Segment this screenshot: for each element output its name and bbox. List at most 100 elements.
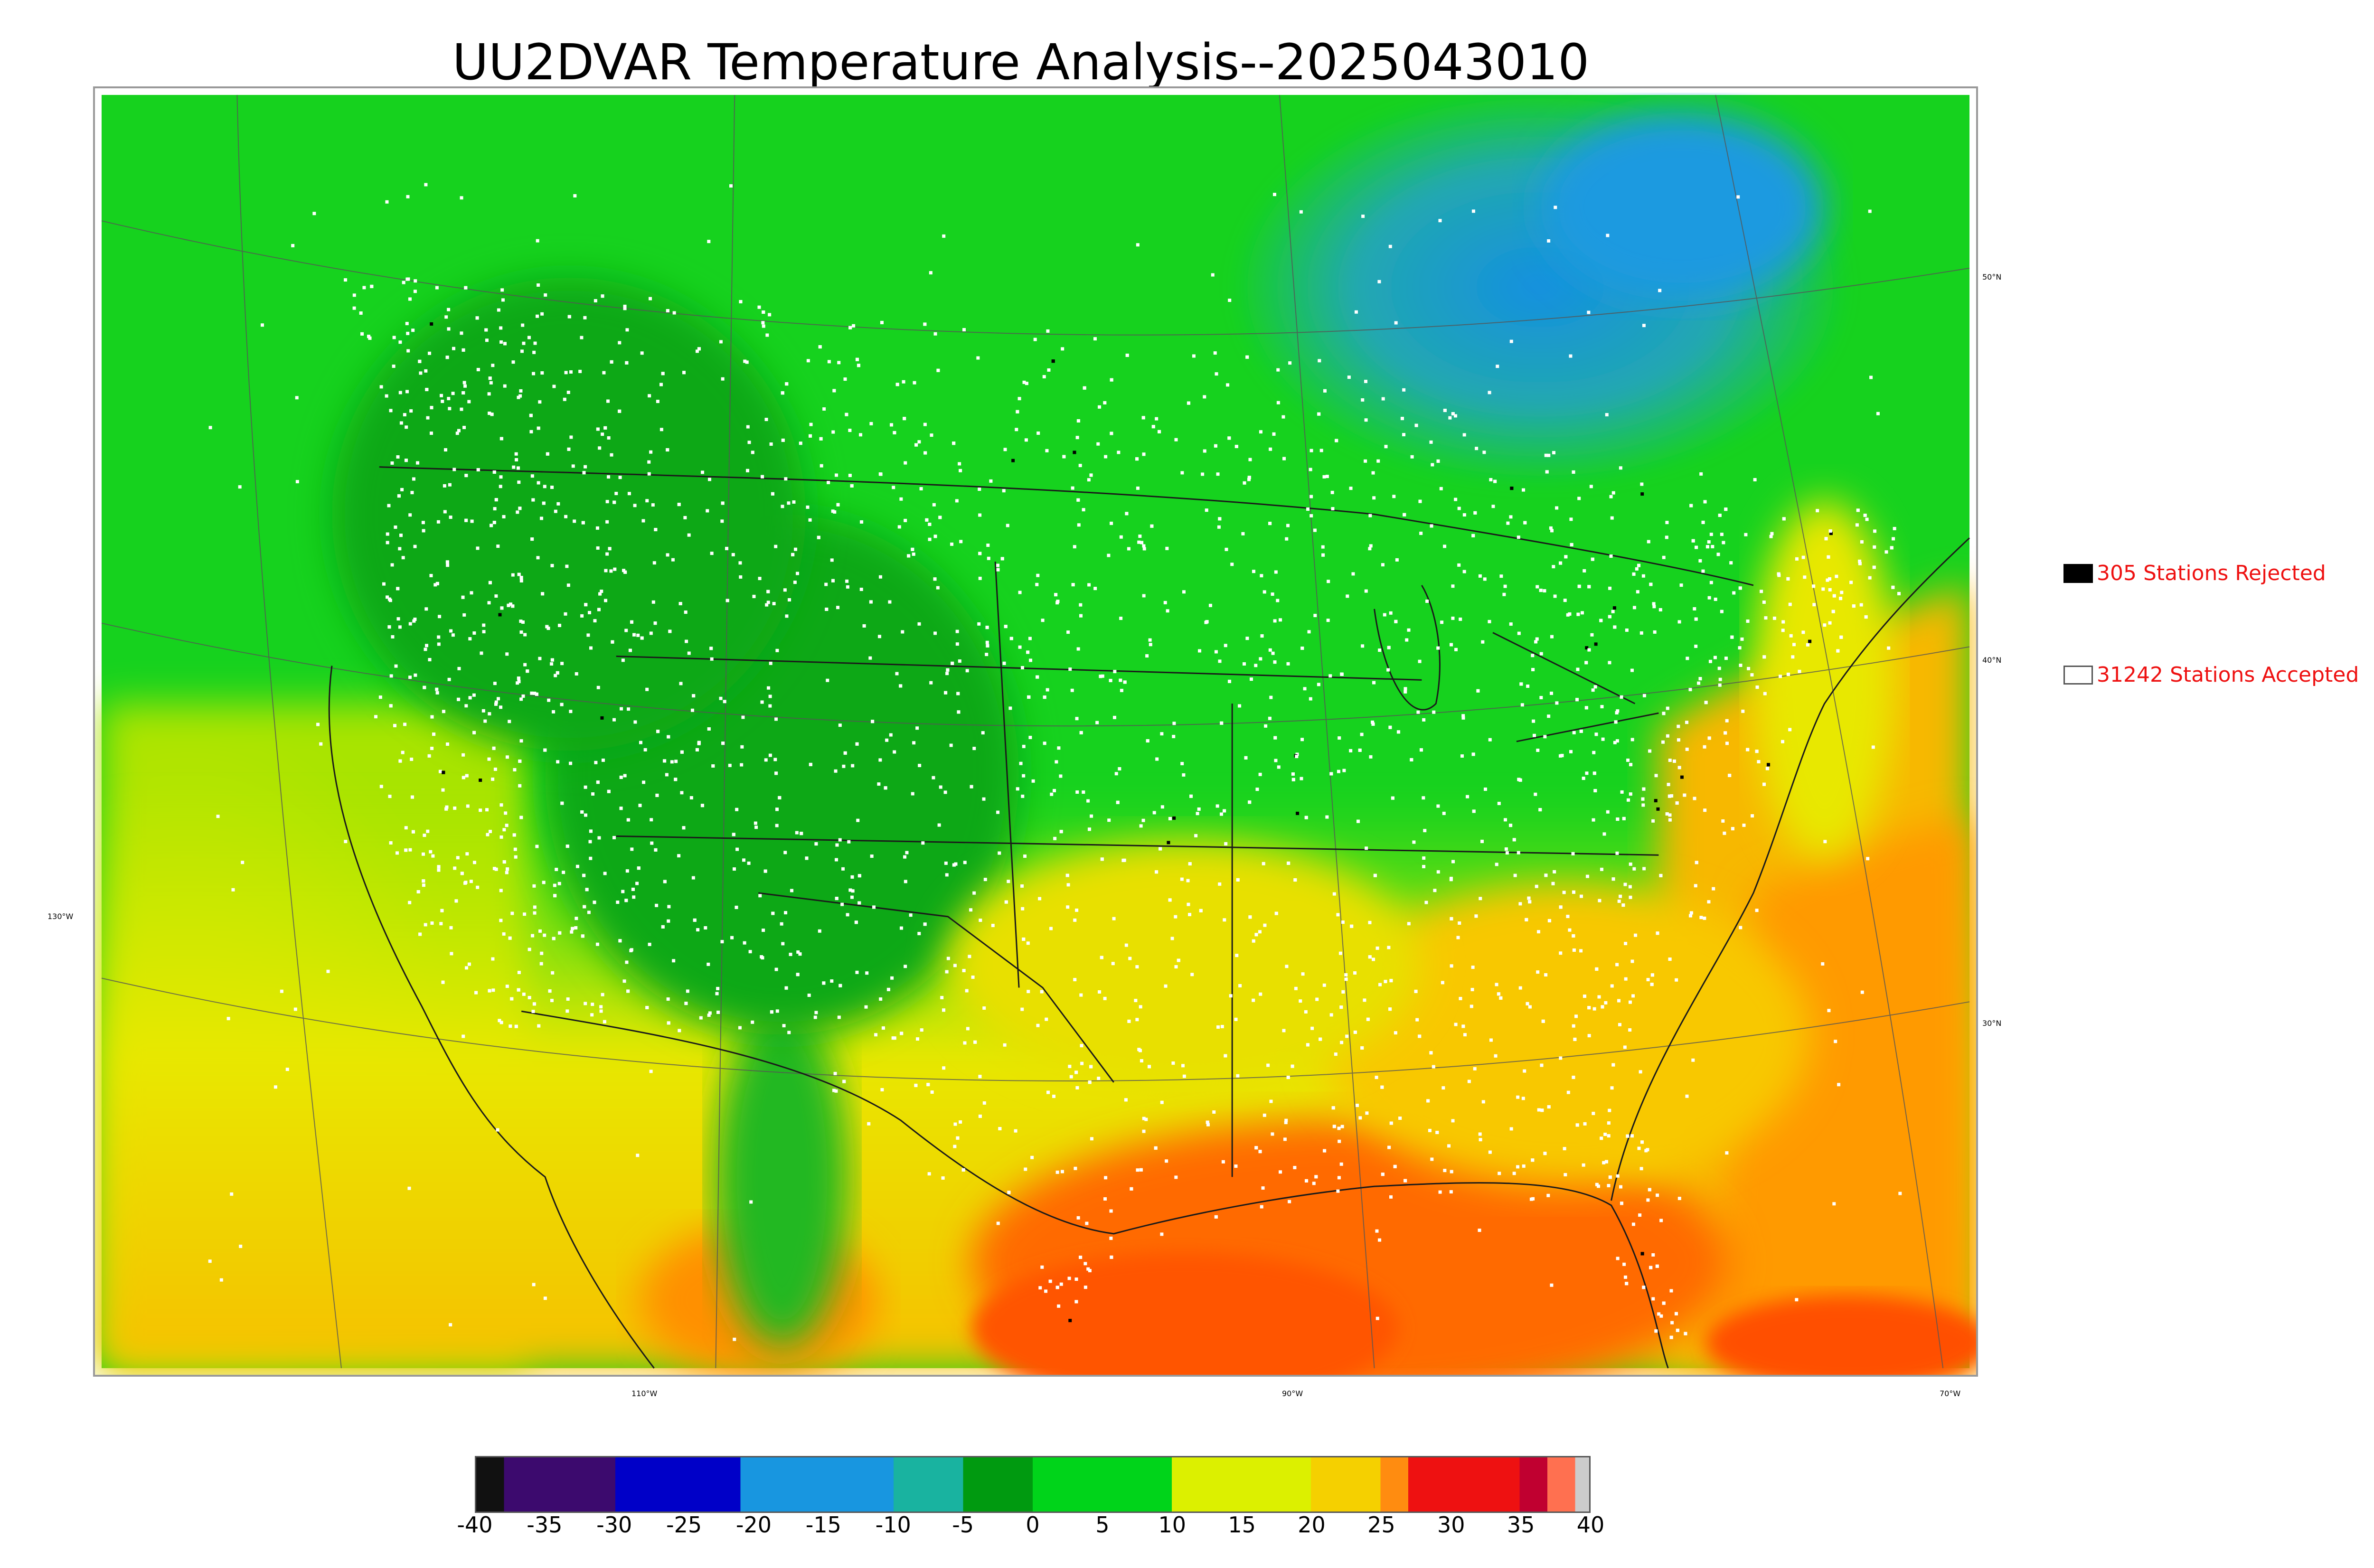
station-dot bbox=[560, 703, 564, 706]
station-dot bbox=[1612, 606, 1616, 610]
station-dot bbox=[1481, 640, 1485, 644]
station-dot bbox=[1535, 637, 1539, 641]
station-dot bbox=[552, 937, 556, 940]
station-dot bbox=[1724, 731, 1727, 735]
station-dot bbox=[1583, 569, 1586, 573]
station-dot bbox=[1024, 1167, 1027, 1171]
station-dot bbox=[584, 785, 587, 789]
station-dot bbox=[1547, 453, 1551, 457]
station-dot bbox=[687, 651, 691, 655]
station-dot bbox=[404, 848, 408, 852]
station-dot bbox=[1310, 1026, 1314, 1030]
station-dot bbox=[1665, 812, 1669, 816]
station-dot bbox=[1273, 736, 1277, 740]
station-dot bbox=[1186, 879, 1190, 883]
station-dot bbox=[510, 911, 514, 915]
station-dot bbox=[536, 556, 540, 560]
station-dot bbox=[865, 971, 869, 975]
station-dot bbox=[1052, 1094, 1056, 1098]
station-dot bbox=[594, 761, 598, 764]
station-dot bbox=[602, 371, 606, 375]
station-dot bbox=[1647, 540, 1650, 544]
station-dot bbox=[1769, 535, 1773, 538]
station-dot bbox=[1674, 1312, 1678, 1315]
station-dot bbox=[982, 1006, 986, 1010]
station-dot bbox=[499, 485, 502, 488]
station-dot bbox=[1070, 688, 1074, 692]
station-dot bbox=[1536, 585, 1539, 589]
station-dot bbox=[621, 658, 625, 662]
station-dot bbox=[1832, 594, 1836, 598]
station-dot bbox=[977, 622, 981, 626]
station-dot bbox=[1388, 244, 1392, 248]
station-dot bbox=[1628, 1000, 1632, 1004]
station-dot bbox=[494, 867, 498, 871]
station-dot bbox=[1262, 1113, 1266, 1117]
station-dot bbox=[1600, 867, 1603, 871]
station-dot bbox=[511, 573, 515, 577]
station-dot bbox=[933, 332, 937, 336]
station-dot bbox=[1361, 215, 1365, 218]
station-dot bbox=[1087, 827, 1091, 831]
station-dot bbox=[1509, 622, 1513, 626]
station-dot bbox=[1499, 574, 1503, 578]
station-dot bbox=[1821, 587, 1825, 591]
station-dot bbox=[936, 586, 940, 590]
station-dot bbox=[563, 397, 566, 401]
station-dot bbox=[1243, 481, 1246, 485]
station-dot bbox=[1245, 637, 1249, 640]
station-dot bbox=[537, 283, 540, 287]
temperature-map[interactable]: 50°N 40°N 30°N 130°W 110°W 90°W 70°W bbox=[47, 86, 2001, 1398]
station-dot bbox=[429, 573, 433, 577]
station-dot bbox=[1574, 1014, 1578, 1018]
station-dot bbox=[1479, 1138, 1482, 1142]
station-dot bbox=[1068, 1319, 1072, 1323]
station-dot bbox=[987, 556, 990, 560]
station-dot bbox=[532, 1002, 536, 1006]
station-dot bbox=[1539, 652, 1543, 656]
station-dot bbox=[1717, 667, 1721, 670]
station-dot bbox=[1667, 782, 1670, 786]
station-dot bbox=[1054, 593, 1058, 597]
station-dot bbox=[715, 992, 719, 995]
station-dot bbox=[956, 1136, 960, 1140]
station-dot bbox=[621, 890, 625, 893]
station-dot bbox=[920, 1028, 923, 1032]
station-dot bbox=[1148, 1065, 1151, 1069]
station-dot bbox=[1739, 664, 1743, 667]
station-dot bbox=[1577, 584, 1581, 588]
station-dot bbox=[1040, 990, 1044, 994]
station-dot bbox=[1640, 492, 1644, 496]
station-dot bbox=[1090, 1137, 1093, 1141]
station-dot bbox=[707, 478, 711, 481]
station-dot bbox=[1462, 513, 1466, 517]
station-dot bbox=[1418, 659, 1422, 663]
station-dot bbox=[1022, 937, 1026, 941]
station-dot bbox=[1677, 738, 1680, 742]
station-dot bbox=[1517, 778, 1521, 781]
station-dot bbox=[1304, 816, 1308, 819]
station-dot bbox=[499, 919, 503, 922]
station-dot bbox=[830, 558, 834, 562]
station-dot bbox=[1422, 796, 1425, 800]
station-dot bbox=[774, 717, 778, 721]
station-dot bbox=[682, 826, 686, 830]
rejected-swatch bbox=[2063, 563, 2093, 583]
station-dot bbox=[850, 875, 854, 879]
station-dot bbox=[489, 381, 493, 385]
station-dot bbox=[1639, 1167, 1643, 1171]
station-dot bbox=[867, 1122, 871, 1126]
station-dot bbox=[1631, 1222, 1635, 1226]
station-dot bbox=[869, 600, 873, 604]
station-dot bbox=[1418, 499, 1422, 503]
station-dot bbox=[396, 851, 399, 855]
station-dot bbox=[1630, 1134, 1634, 1138]
station-dot bbox=[871, 720, 875, 723]
station-dot bbox=[517, 988, 520, 992]
station-dot bbox=[573, 519, 576, 523]
station-dot bbox=[446, 742, 449, 746]
station-dot bbox=[1118, 767, 1121, 770]
station-dot bbox=[398, 759, 402, 763]
station-dot bbox=[486, 833, 490, 836]
station-dot bbox=[970, 785, 973, 789]
